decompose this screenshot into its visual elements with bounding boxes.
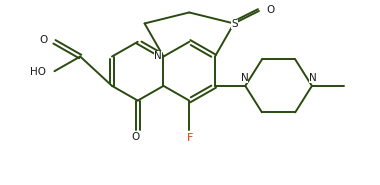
Text: O: O [132,132,140,142]
Text: O: O [266,4,274,14]
Text: F: F [187,133,193,143]
Text: N: N [154,51,162,61]
Text: S: S [231,19,238,29]
Text: N: N [309,73,317,83]
Text: O: O [40,35,48,45]
Text: HO: HO [30,67,46,77]
Text: N: N [241,73,249,83]
